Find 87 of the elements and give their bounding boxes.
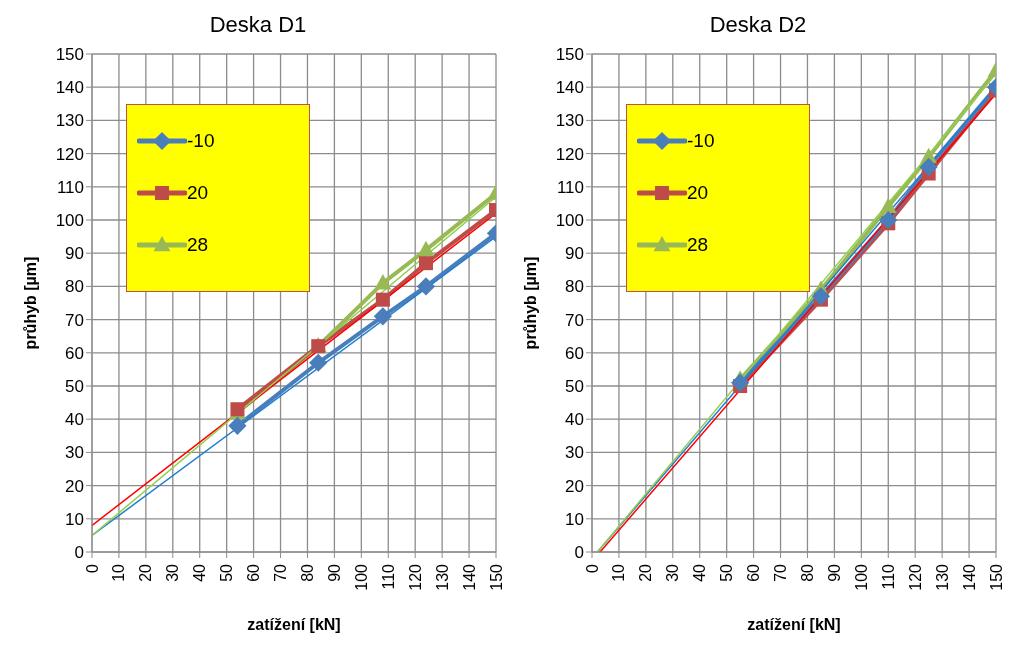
y-tick-label: 140 [55, 78, 84, 98]
x-tick-label: 120 [906, 563, 924, 591]
y-tick-label: 40 [565, 410, 584, 430]
y-tick-label: 50 [65, 377, 84, 397]
legend-label: 28 [187, 234, 209, 256]
y-tick-label: 130 [55, 111, 84, 131]
x-tick-label: 10 [110, 563, 128, 582]
point [919, 157, 938, 176]
y-tick-label: 150 [555, 45, 584, 65]
y-tick-label: 20 [565, 476, 584, 496]
x-tick-label: 80 [298, 563, 316, 582]
point [418, 256, 433, 271]
x-tick-label: 130 [433, 563, 451, 591]
x-tick-label: 90 [325, 563, 343, 582]
x-tick-label: 0 [583, 563, 601, 573]
point [879, 210, 898, 230]
y-axis-title: průhyb [µm] [521, 256, 539, 350]
x-tick-label: 60 [245, 563, 263, 582]
y-tick-label: 60 [65, 343, 84, 363]
x-tick-label: 70 [272, 563, 290, 582]
x-tick-label: 50 [218, 563, 236, 582]
y-tick-label: 50 [565, 377, 584, 397]
y-tick-label: 90 [565, 244, 584, 264]
point [228, 416, 247, 435]
y-tick-label: 100 [555, 211, 584, 231]
y-tick-label: 40 [65, 410, 84, 430]
y-tick-label: 10 [565, 509, 584, 529]
x-tick-label: 30 [664, 563, 682, 582]
x-tick-label: 40 [191, 563, 209, 582]
x-tick-label: 100 [852, 563, 870, 591]
point [373, 307, 392, 326]
legend-label: -10 [187, 130, 215, 152]
x-tick-label: 30 [164, 563, 182, 582]
y-tick-label: 100 [55, 211, 84, 231]
x-tick-label: 10 [610, 563, 628, 582]
x-tick-label: 80 [798, 563, 816, 582]
point [417, 240, 435, 257]
y-tick-label: 110 [556, 177, 584, 197]
y-tick-label: 70 [65, 310, 84, 330]
point [375, 292, 390, 307]
x-tick-label: 140 [960, 563, 978, 591]
legend-label: -10 [687, 130, 715, 152]
legend-label: 20 [687, 182, 709, 204]
y-tick-label: 120 [555, 144, 584, 164]
x-axis-title: zatížení [kN] [747, 616, 841, 633]
point [731, 373, 750, 392]
y-tick-label: 30 [565, 443, 584, 463]
legend-label: 20 [187, 182, 209, 204]
point [374, 273, 392, 290]
y-tick-label: 150 [55, 45, 84, 65]
x-tick-label: 50 [718, 563, 736, 582]
x-tick-label: 110 [879, 563, 897, 590]
y-tick-label: 130 [555, 111, 584, 131]
x-axis-title: zatížení [kN] [247, 616, 341, 633]
y-tick-label: 70 [565, 310, 584, 330]
x-tick-label: 40 [691, 563, 709, 582]
y-tick-label: 140 [555, 78, 584, 98]
x-tick-label: 0 [83, 563, 101, 573]
x-tick-label: 150 [487, 563, 505, 591]
x-tick-label: 70 [772, 563, 790, 582]
y-tick-label: 90 [65, 244, 84, 264]
x-tick-label: 60 [745, 563, 763, 582]
chart-title: Deska D2 [708, 11, 808, 39]
x-tick-label: 150 [987, 563, 1005, 591]
y-tick-label: 60 [565, 343, 584, 363]
chart-title: Deska D1 [208, 11, 308, 39]
point [879, 197, 897, 214]
y-tick-label: 20 [65, 476, 84, 496]
y-tick-label: 120 [55, 144, 84, 164]
x-tick-label: 120 [406, 563, 424, 591]
legend-label: 28 [687, 234, 709, 256]
point [309, 353, 328, 372]
x-tick-label: 130 [933, 563, 951, 591]
y-tick-label: 80 [565, 277, 584, 297]
x-tick-label: 90 [825, 563, 843, 582]
x-tick-label: 140 [460, 563, 478, 591]
y-tick-label: 30 [65, 443, 84, 463]
x-tick-label: 110 [379, 563, 397, 590]
point [416, 277, 436, 296]
x-tick-label: 20 [137, 563, 155, 582]
x-tick-label: 20 [637, 563, 655, 582]
point [811, 287, 831, 306]
y-tick-label: 10 [65, 509, 84, 529]
x-tick-label: 100 [352, 563, 370, 591]
y-tick-label: 110 [56, 177, 84, 197]
y-axis-title: průhyb [µm] [21, 256, 39, 350]
y-tick-label: 80 [65, 277, 84, 297]
